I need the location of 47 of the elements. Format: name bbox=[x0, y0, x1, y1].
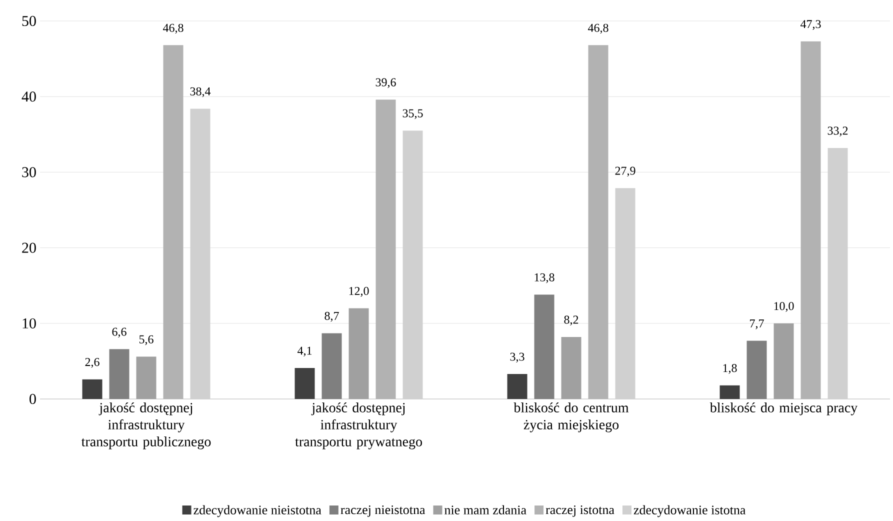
bar bbox=[109, 349, 130, 399]
data-label: 6,6 bbox=[112, 328, 126, 338]
data-label: 4,1 bbox=[297, 346, 312, 356]
data-label: 47,3 bbox=[800, 20, 821, 30]
data-label: 7,7 bbox=[750, 320, 764, 330]
y-tick-label: 30 bbox=[22, 167, 36, 178]
bar bbox=[720, 385, 740, 399]
data-label: 39,6 bbox=[376, 78, 396, 88]
legend-label: nie mam zdania bbox=[444, 505, 526, 514]
y-tick-label: 0 bbox=[30, 394, 36, 404]
bar bbox=[82, 379, 102, 399]
data-label: 3,3 bbox=[510, 352, 524, 363]
x-tick-label: bliskość do miejsca pracy bbox=[710, 402, 858, 416]
bar bbox=[507, 374, 528, 399]
data-label: 27,9 bbox=[615, 166, 636, 177]
legend-label: zdecydowanie istotna bbox=[634, 505, 746, 518]
legend-label: zdecydowanie nieistotna bbox=[194, 505, 322, 518]
bar bbox=[294, 368, 315, 399]
legend-label: raczej istotna bbox=[546, 505, 614, 517]
data-label: 12,0 bbox=[349, 286, 369, 297]
bar bbox=[136, 356, 156, 399]
x-tick-label: bliskość do centrum życia miejskiego bbox=[514, 402, 629, 432]
x-tick-label: jakość dostępnej infrastruktury transportu prywatnego bbox=[295, 402, 422, 450]
data-label: 13,8 bbox=[534, 273, 554, 284]
data-label: 8,7 bbox=[324, 312, 339, 322]
data-label: 38,4 bbox=[190, 87, 211, 98]
x-tick-label: jakość dostępnej infrastruktury transportu publicznego bbox=[81, 402, 211, 450]
bar bbox=[561, 336, 582, 399]
data-label: 10,0 bbox=[774, 302, 794, 312]
legend-label: raczej nieistotna bbox=[340, 505, 426, 517]
data-label: 5,6 bbox=[139, 335, 154, 346]
data-label: 35,5 bbox=[402, 109, 423, 120]
data-label: 46,8 bbox=[588, 24, 608, 34]
bar bbox=[322, 333, 342, 399]
y-tick-label: 40 bbox=[22, 92, 36, 102]
data-label: 33,2 bbox=[828, 126, 848, 136]
data-label: 1,8 bbox=[723, 364, 737, 374]
y-tick-label: 10 bbox=[22, 318, 36, 328]
data-label: 2,6 bbox=[85, 358, 100, 368]
bar bbox=[746, 340, 767, 399]
data-label: 46,8 bbox=[162, 24, 184, 34]
y-tick-label: 20 bbox=[22, 242, 36, 253]
bar bbox=[348, 308, 369, 399]
y-tick-label: 50 bbox=[22, 16, 36, 26]
data-label: 8,2 bbox=[564, 316, 578, 326]
bar bbox=[774, 323, 794, 399]
bar bbox=[534, 294, 554, 399]
